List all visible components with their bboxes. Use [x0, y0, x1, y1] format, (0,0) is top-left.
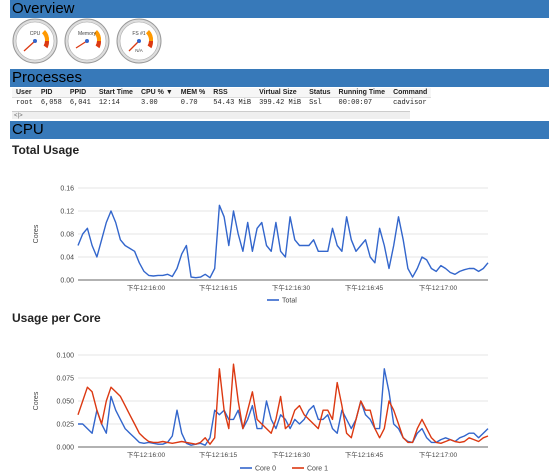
memory-gauge: Memory: [64, 18, 110, 64]
column-header[interactable]: PID: [36, 88, 66, 98]
x-tick-label: 下午12:16:15: [199, 283, 238, 292]
y-tick-label: 0.08: [60, 232, 74, 239]
series-line-total: [77, 204, 489, 279]
column-header[interactable]: Start Time: [94, 88, 137, 98]
table-cell: root: [16, 99, 33, 107]
x-tick-label: 下午12:16:45: [345, 450, 384, 459]
column-header[interactable]: CPU % ▼: [136, 88, 177, 98]
column-header[interactable]: PPID: [65, 88, 95, 98]
x-tick-label: 下午12:16:00: [127, 283, 166, 292]
table-cell: 6,041: [69, 99, 91, 107]
table-cell: 00:00:07: [338, 99, 373, 107]
gauge-label: FS #1: [132, 31, 146, 37]
per-core-chart: 0.000 0.025 0.050 0.075 0.100 Cores 下午12:16:00…: [33, 353, 489, 473]
column-header[interactable]: Virtual Size: [255, 88, 306, 98]
column-header[interactable]: RSS: [209, 88, 256, 98]
table-cell: 399.42 MiB: [259, 99, 302, 107]
y-axis-label: Cores: [33, 224, 40, 243]
y-tick-label: 0.075: [56, 376, 74, 383]
y-tick-label: 0.16: [60, 186, 74, 193]
column-header[interactable]: Status: [305, 88, 335, 98]
x-tick-label: 下午12:16:30: [272, 283, 311, 292]
overview-header: Overview: [10, 0, 549, 18]
x-tick-label: 下午12:16:00: [127, 450, 166, 459]
table-row: root 6,058 6,041 12:14 3.00 0.70 54.43 M…: [12, 98, 431, 109]
column-header[interactable]: Running Time: [334, 88, 390, 98]
total-usage-chart: 0.00 0.04 0.08 0.12 0.16 Cores 下午12:16:00 下午12:…: [33, 186, 489, 305]
x-tick-label: 下午12:17:00: [419, 283, 458, 292]
legend-label: Total: [282, 298, 297, 305]
y-tick-label: 0.00: [60, 278, 74, 285]
y-tick-label: 0.025: [56, 422, 74, 429]
x-tick-label: 下午12:16:30: [272, 450, 311, 459]
table-header-row: User PID PPID Start Time CPU % ▼ MEM % R…: [12, 88, 432, 98]
cpu-header: CPU: [10, 121, 549, 139]
column-header[interactable]: Command: [389, 88, 432, 98]
process-table: User PID PPID Start Time CPU % ▼ MEM % R…: [12, 88, 432, 109]
x-tick-label: 下午12:17:00: [419, 450, 458, 459]
table-cell: 6,058: [40, 99, 62, 107]
processes-header: Processes: [10, 69, 549, 87]
legend-label: Core 0: [255, 466, 276, 473]
y-tick-label: 0.050: [56, 399, 74, 406]
y-tick-label: 0.12: [60, 209, 74, 216]
y-tick-label: 0.100: [56, 353, 74, 360]
fs-gauge: FS #1 N/A: [116, 18, 162, 64]
table-cell: 3.00: [140, 99, 158, 107]
per-core-title: Usage per Core: [12, 311, 101, 325]
gauge-label: CPU: [30, 31, 41, 37]
y-tick-label: 0.000: [56, 445, 74, 452]
x-tick-label: 下午12:16:45: [345, 283, 384, 292]
cpu-gauge: CPU: [12, 18, 58, 64]
total-usage-title: Total Usage: [12, 143, 80, 157]
table-scrollbar[interactable]: <|>: [12, 111, 410, 119]
legend-label: Core 1: [307, 466, 328, 473]
column-header[interactable]: User: [12, 88, 37, 98]
series-line-core-1: [77, 363, 489, 445]
table-cell: 12:14: [98, 99, 120, 107]
y-tick-label: 0.04: [60, 255, 74, 262]
gauge-label: Memory: [78, 31, 97, 37]
x-tick-label: 下午12:16:15: [199, 450, 238, 459]
table-cell: cadvisor: [393, 99, 427, 107]
table-cell: 0.70: [180, 99, 198, 107]
gauge-sublabel: N/A: [135, 48, 143, 53]
table-cell: 54.43 MiB: [213, 99, 252, 107]
table-cell: Ssl: [309, 99, 322, 107]
column-header[interactable]: MEM %: [176, 88, 210, 98]
y-axis-label: Cores: [33, 391, 40, 410]
